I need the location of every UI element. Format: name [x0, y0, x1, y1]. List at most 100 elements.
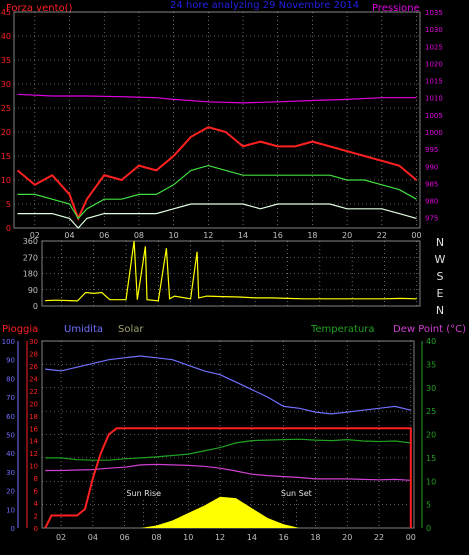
- x-tick-weather: 12: [215, 533, 225, 542]
- dew-point-label: Dew Point (°C): [393, 324, 466, 335]
- y-tick-wind: 45: [1, 8, 11, 17]
- y-tick-pressure: 1000: [425, 129, 443, 137]
- y-tick-rain: 30: [29, 338, 38, 346]
- x-tick-weather: 16: [279, 533, 289, 542]
- compass-letter: W: [435, 253, 446, 266]
- chart-title: 24 hore analyzing 29 Novembre 2014: [170, 0, 359, 11]
- y-tick-rain: 10: [29, 463, 38, 471]
- wind-chart: 0510152025303540459759809859909951000100…: [1, 8, 443, 240]
- y-tick-humidity: 10: [6, 506, 15, 514]
- y-tick-pressure: 1025: [425, 43, 443, 51]
- solar-label: Solar: [118, 324, 144, 335]
- y-tick-pressure: 990: [425, 163, 438, 171]
- y-tick-pressure: 980: [425, 198, 438, 206]
- y-tick-pressure: 985: [425, 180, 438, 188]
- y-tick-temperature: 0: [426, 524, 431, 533]
- y-tick-humidity: 100: [2, 338, 15, 346]
- wind-force-label: Forza vento(): [6, 3, 73, 14]
- x-tick-wind: 12: [203, 231, 213, 240]
- x-tick-wind: 08: [134, 231, 144, 240]
- wind-series-green: [17, 164, 417, 220]
- weather-chart: 0102030405060708090100024681012141618202…: [2, 337, 437, 542]
- pressure-label: Pressione: [372, 3, 420, 14]
- y-tick-wind: 10: [1, 176, 11, 185]
- x-tick-weather: 22: [374, 533, 384, 542]
- x-tick-wind: 02: [30, 231, 40, 240]
- y-tick-temperature: 15: [426, 454, 436, 463]
- rain-label: Pioggia: [2, 324, 38, 335]
- x-tick-wind: 18: [307, 231, 317, 240]
- y-tick-pressure: 1035: [425, 9, 443, 17]
- humidity-label: Umidita: [64, 324, 103, 335]
- x-tick-weather: 14: [247, 533, 257, 542]
- weather-series-temp_green: [45, 438, 411, 461]
- y-tick-wind: 25: [1, 104, 11, 113]
- y-tick-temperature: 20: [426, 431, 436, 440]
- y-tick-rain: 22: [29, 388, 38, 396]
- weather-series-periwinkle: [45, 355, 411, 415]
- y-tick-humidity: 70: [6, 394, 15, 402]
- wind-series-magenta: [17, 93, 417, 104]
- y-tick-wind: 35: [1, 56, 11, 65]
- compass-letter: N: [436, 236, 444, 249]
- y-tick-wind: 0: [6, 224, 11, 233]
- y-tick-direction: 90: [28, 286, 38, 295]
- y-tick-rain: 0: [34, 525, 38, 533]
- y-tick-pressure: 1030: [425, 26, 443, 34]
- direction-series: [45, 240, 417, 302]
- y-tick-humidity: 50: [6, 432, 15, 440]
- sun-set-label: Sun Set: [281, 489, 312, 498]
- y-tick-wind: 5: [6, 200, 11, 209]
- compass-letter: S: [437, 270, 444, 283]
- x-tick-wind: 22: [377, 231, 387, 240]
- x-tick-wind: 06: [99, 231, 109, 240]
- y-tick-temperature: 35: [426, 360, 436, 369]
- y-tick-direction: 270: [23, 253, 38, 262]
- y-tick-wind: 30: [1, 80, 11, 89]
- y-tick-humidity: 90: [6, 357, 15, 365]
- x-tick-weather: 04: [88, 533, 98, 542]
- y-tick-wind: 15: [1, 152, 11, 161]
- x-tick-weather: 10: [183, 533, 193, 542]
- y-tick-pressure: 1005: [425, 112, 443, 120]
- wind-series-white_green: [17, 203, 417, 229]
- solar-area: [140, 496, 300, 528]
- x-tick-weather: 00: [406, 533, 416, 542]
- y-tick-wind: 40: [1, 32, 11, 41]
- x-tick-wind: 20: [342, 231, 352, 240]
- y-tick-humidity: 40: [6, 450, 15, 458]
- y-tick-direction: 360: [23, 237, 38, 246]
- y-tick-temperature: 25: [426, 407, 436, 416]
- temperature-label: Temperatura: [310, 324, 375, 335]
- weather-series-dew_magenta: [45, 463, 411, 481]
- y-tick-humidity: 60: [6, 413, 15, 421]
- x-tick-weather: 02: [56, 533, 66, 542]
- y-tick-pressure: 1015: [425, 78, 443, 86]
- compass-letter: E: [437, 287, 444, 300]
- y-tick-humidity: 80: [6, 375, 15, 383]
- x-tick-weather: 08: [151, 533, 161, 542]
- sun-rise-label: Sun Rise: [126, 489, 161, 498]
- y-tick-temperature: 5: [426, 501, 431, 510]
- y-tick-pressure: 1010: [425, 95, 443, 103]
- x-tick-wind: 16: [273, 231, 283, 240]
- x-tick-wind: 10: [169, 231, 179, 240]
- y-tick-rain: 24: [29, 375, 38, 383]
- x-tick-weather: 18: [310, 533, 320, 542]
- y-tick-rain: 26: [29, 363, 38, 371]
- y-tick-rain: 8: [34, 475, 38, 483]
- y-tick-temperature: 40: [426, 337, 436, 346]
- y-tick-rain: 6: [34, 488, 39, 496]
- x-tick-weather: 06: [120, 533, 130, 542]
- y-tick-direction: 180: [23, 270, 38, 279]
- weather-series-red: [44, 427, 412, 529]
- x-tick-wind: 00: [411, 231, 421, 240]
- y-tick-rain: 14: [29, 438, 38, 446]
- y-tick-rain: 2: [34, 513, 38, 521]
- y-tick-temperature: 10: [426, 477, 436, 486]
- x-tick-wind: 14: [238, 231, 248, 240]
- y-tick-pressure: 1020: [425, 60, 443, 68]
- compass-letter: N: [436, 304, 444, 317]
